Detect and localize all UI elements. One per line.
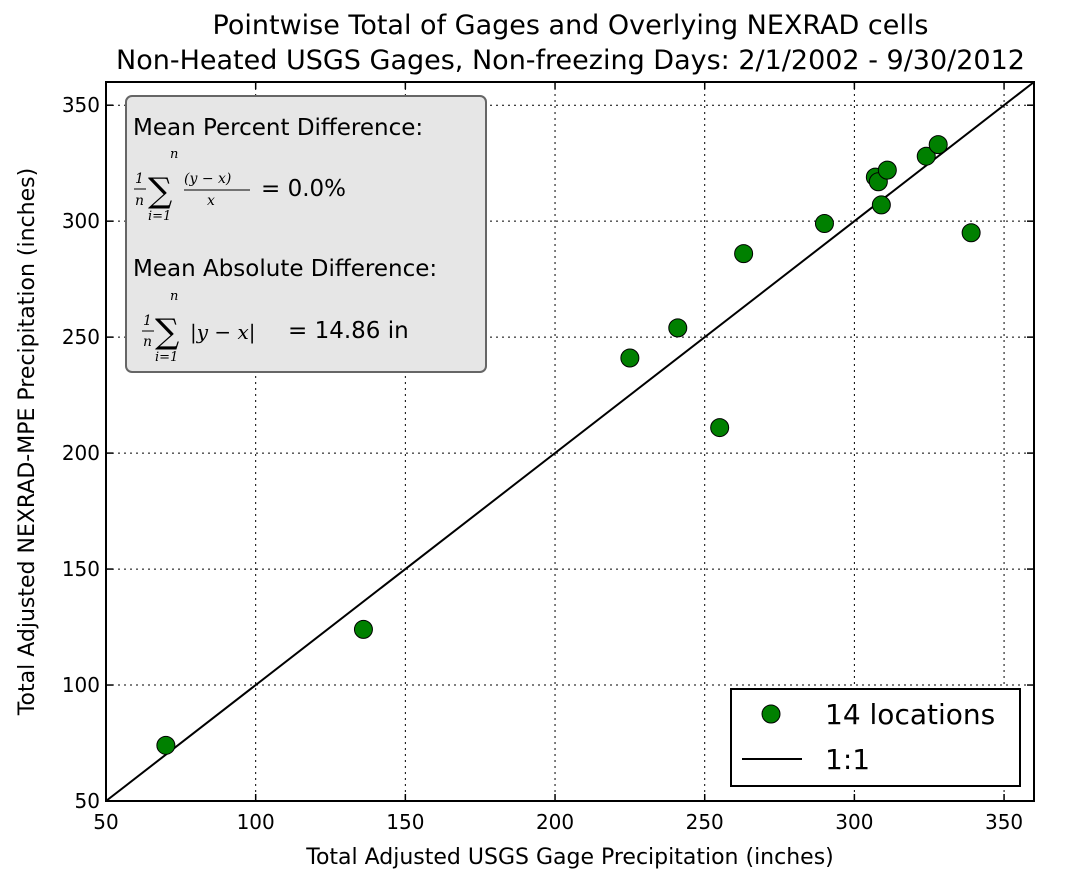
data-point xyxy=(156,735,176,755)
legend: 14 locations 1:1 xyxy=(730,688,1021,787)
data-point xyxy=(928,135,948,155)
y-tick-label: 300 xyxy=(62,209,100,233)
plot-frame xyxy=(105,81,1035,802)
data-point xyxy=(620,348,640,368)
svg-text:n: n xyxy=(170,289,178,304)
y-tick-label: 350 xyxy=(62,93,100,117)
x-tick-label: 300 xyxy=(835,810,873,834)
y-tick-label: 250 xyxy=(62,325,100,349)
data-point xyxy=(961,223,981,243)
svg-text:∑: ∑ xyxy=(148,171,172,211)
data-point xyxy=(668,318,688,338)
data-point xyxy=(710,418,730,438)
svg-text:|y − x|: |y − x| xyxy=(190,320,256,345)
absolute-formula: 1 n n ∑ i=1 |y − x| xyxy=(142,289,256,365)
svg-text:n: n xyxy=(143,334,152,350)
mean-percent-value: = 0.0% xyxy=(261,176,346,202)
data-point xyxy=(353,619,373,639)
svg-text:x: x xyxy=(207,193,215,209)
x-axis-label: Total Adjusted USGS Gage Precipitation (… xyxy=(305,845,834,870)
x-tick-label: 150 xyxy=(386,810,424,834)
x-tick-label: 250 xyxy=(686,810,724,834)
y-tick-label: 200 xyxy=(62,441,100,465)
mean-absolute-label: Mean Absolute Difference: xyxy=(133,256,437,282)
chart-subtitle: Non-Heated USGS Gages, Non-freezing Days… xyxy=(116,45,1025,76)
data-point xyxy=(814,213,834,233)
data-points xyxy=(156,135,981,755)
data-point xyxy=(871,195,891,215)
legend-marker-points xyxy=(761,704,781,724)
svg-text:n: n xyxy=(170,147,178,162)
data-point xyxy=(734,244,754,264)
svg-text:1: 1 xyxy=(135,171,144,187)
y-tick-label: 50 xyxy=(75,789,100,813)
svg-text:1: 1 xyxy=(143,313,152,329)
svg-text:∑: ∑ xyxy=(155,312,179,352)
mean-absolute-value: = 14.86 in xyxy=(288,318,409,344)
chart-title: Pointwise Total of Gages and Overlying N… xyxy=(212,10,929,41)
legend-label-points: 14 locations xyxy=(825,698,995,731)
x-tick-label: 50 xyxy=(93,810,118,834)
y-tick-label: 100 xyxy=(62,673,100,697)
svg-text:i=1: i=1 xyxy=(155,350,178,365)
y-axis-label: Total Adjusted NEXRAD-MPE Precipitation … xyxy=(15,168,40,716)
x-tick-label: 200 xyxy=(536,810,574,834)
x-tick-label: 100 xyxy=(237,810,275,834)
mean-percent-label: Mean Percent Difference: xyxy=(133,115,423,141)
data-point xyxy=(916,146,936,166)
data-point xyxy=(877,160,897,180)
legend-label-line: 1:1 xyxy=(825,743,870,776)
svg-text:(y − x): (y − x) xyxy=(184,171,231,187)
y-tick-label: 150 xyxy=(62,557,100,581)
percent-formula: 1 n n ∑ i=1 (y − x) x xyxy=(134,147,250,224)
svg-text:n: n xyxy=(135,193,144,209)
x-tick-label: 350 xyxy=(985,810,1023,834)
axis-ticks: 50 100 150 200 250 300 350 50 100 150 200 250 300 350 xyxy=(62,82,1034,834)
statistics-annotation: Mean Percent Difference: 1 n n ∑ i=1 (y … xyxy=(125,95,487,373)
svg-text:i=1: i=1 xyxy=(148,209,171,224)
